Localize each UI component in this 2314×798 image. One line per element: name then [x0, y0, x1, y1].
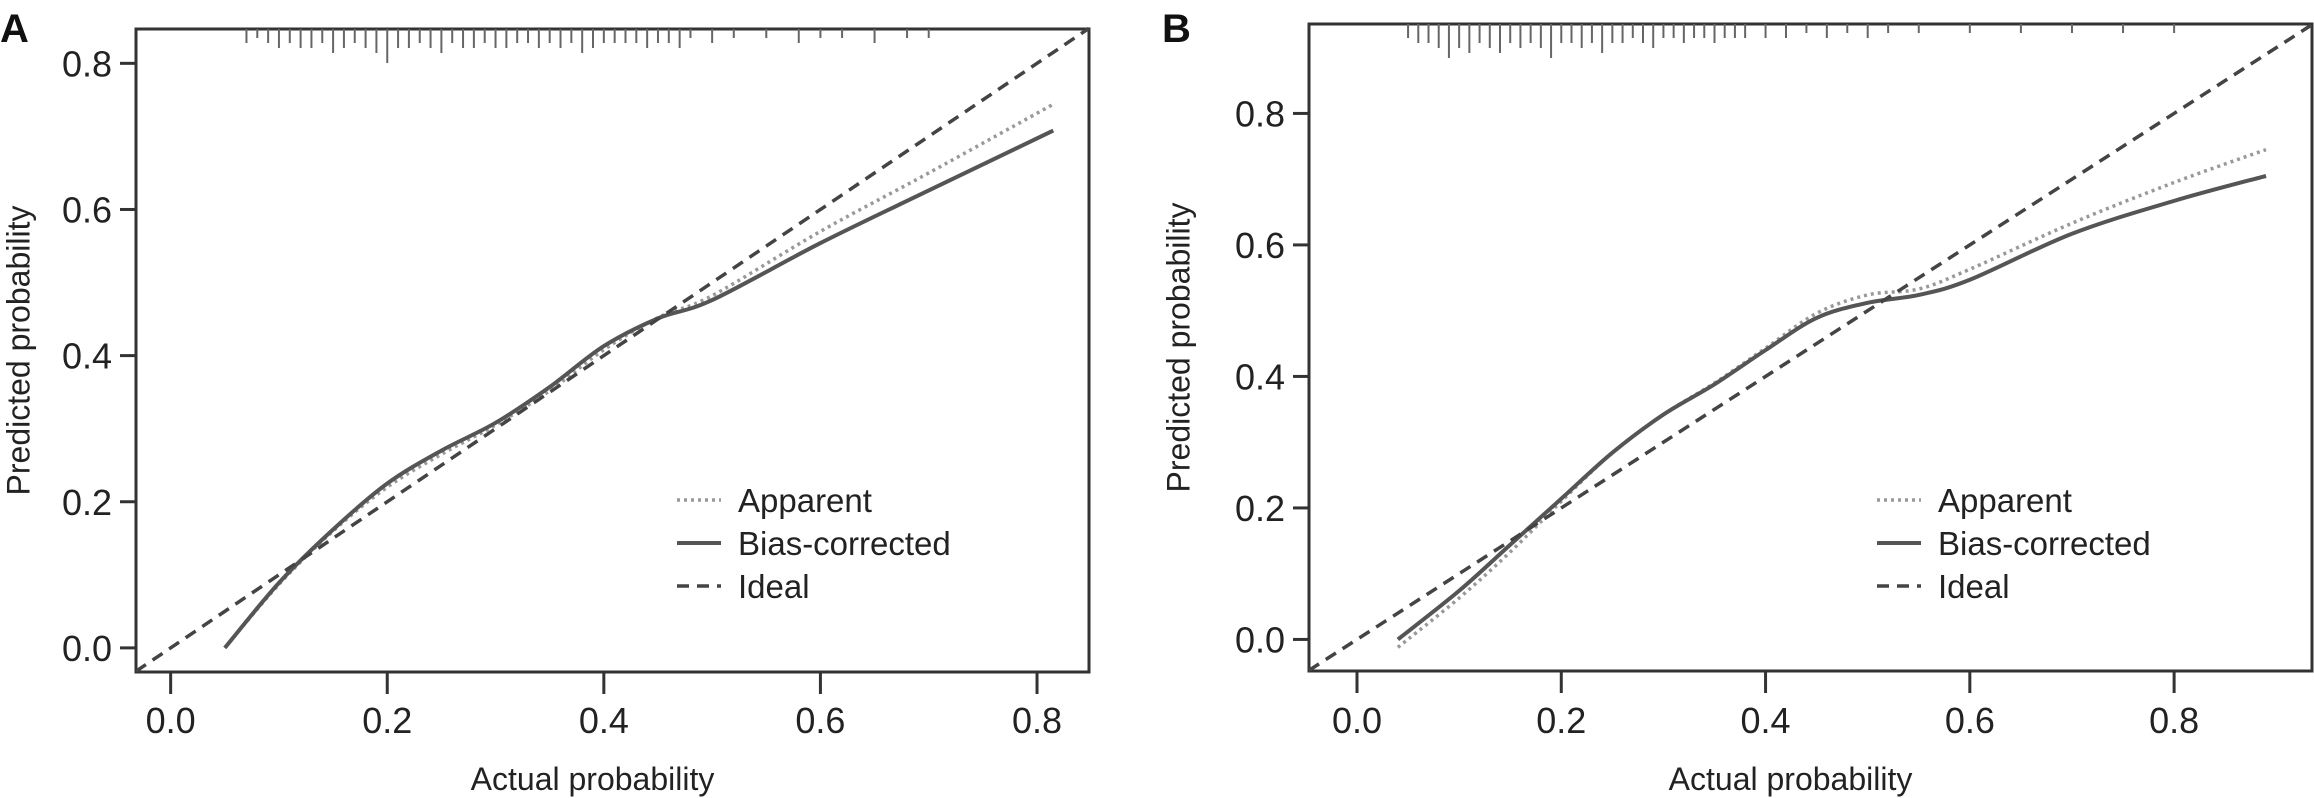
series-ideal	[135, 26, 1090, 673]
legend-label: Apparent	[1938, 482, 2072, 519]
panel-a: A 0.0 0.2 0.4 0.6 0.8 0.0 0.2 0.4 0.6 0.8 Actual pr…	[0, 7, 1091, 797]
x-tick-label: 0.6	[795, 700, 845, 741]
legend-label: Ideal	[738, 568, 810, 605]
x-tick-label: 0.8	[2149, 700, 2199, 741]
y-tick-label: 0.4	[62, 336, 112, 377]
x-axis-label: Actual probability	[471, 761, 715, 797]
y-tick-label: 0.0	[1235, 619, 1285, 660]
panel-b: B 0.0 0.2 0.4 0.6 0.8 0.0 0.2 0.4 0.6 0.8 Actual pr…	[1160, 7, 2314, 797]
x-tick-label: 0.4	[579, 700, 629, 741]
legend-label: Bias-corrected	[738, 525, 951, 562]
x-axis-label: Actual probability	[1669, 761, 1913, 797]
y-tick-label: 0.2	[62, 482, 112, 523]
x-tick-label: 0.4	[1741, 700, 1791, 741]
legend: Apparent Bias-corrected Ideal	[1877, 482, 2151, 605]
x-tick-label: 0.2	[1536, 700, 1586, 741]
series-bias-corrected	[1396, 173, 2267, 642]
y-axis-label: Predicted probability	[0, 206, 36, 496]
y-axis-label: Predicted probability	[1160, 203, 1196, 493]
legend-label: Ideal	[1938, 568, 2010, 605]
plot-frame	[134, 27, 1091, 674]
series-ideal	[1308, 23, 2313, 672]
series-apparent	[223, 102, 1055, 650]
legend-label: Bias-corrected	[1938, 525, 2151, 562]
series-bias-corrected	[223, 128, 1055, 650]
legend: Apparent Bias-corrected Ideal	[677, 482, 951, 605]
series-apparent	[1396, 147, 2267, 649]
y-tick-label: 0.8	[1235, 93, 1285, 134]
x-tick-label: 0.0	[1332, 700, 1382, 741]
x-tick-label: 0.0	[146, 700, 196, 741]
legend-label: Apparent	[738, 482, 872, 519]
plot-frame	[1307, 22, 2314, 673]
x-tick-label: 0.8	[1012, 700, 1062, 741]
panel-label: B	[1162, 7, 1191, 51]
x-tick-label: 0.2	[362, 700, 412, 741]
y-tick-label: 0.2	[1235, 488, 1285, 529]
y-tick-label: 0.0	[62, 628, 112, 669]
y-tick-label: 0.6	[62, 189, 112, 230]
y-tick-label: 0.4	[1235, 356, 1285, 397]
y-tick-label: 0.8	[62, 43, 112, 84]
y-tick-label: 0.6	[1235, 225, 1285, 266]
panel-label: A	[0, 7, 29, 51]
x-tick-label: 0.6	[1945, 700, 1995, 741]
